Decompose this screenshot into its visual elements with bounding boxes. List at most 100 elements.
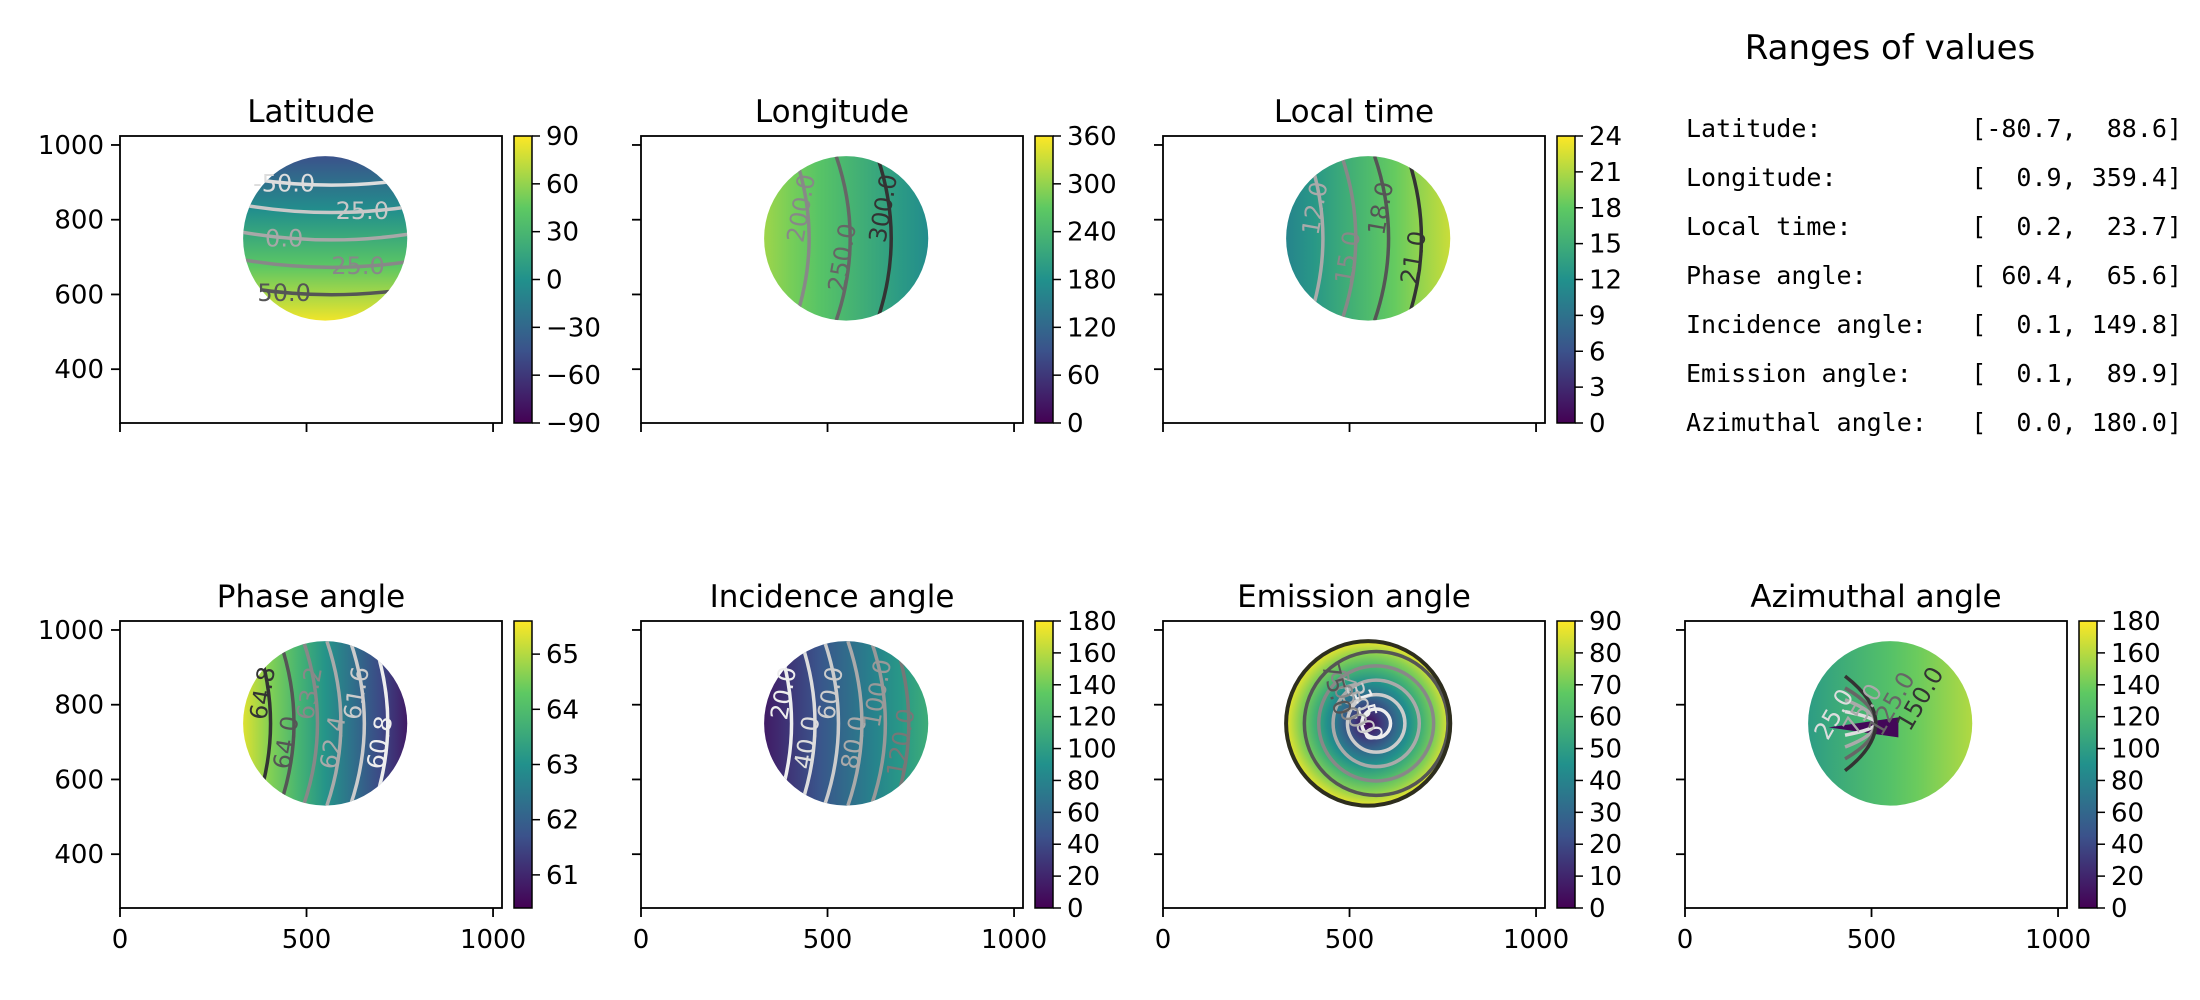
colorbar xyxy=(1035,136,1053,423)
colorbar-tick-label: 70 xyxy=(1589,671,1622,701)
colorbar-tick-label: 40 xyxy=(1589,766,1622,796)
subplot-title: Emission angle xyxy=(1237,579,1471,615)
contour-line xyxy=(1302,649,1450,798)
subplot-title: Latitude xyxy=(247,94,375,130)
colorbar-tick-label: 60 xyxy=(2111,798,2144,828)
colorbar-tick-label: 63 xyxy=(546,751,579,781)
colorbar-tick-label: 62 xyxy=(546,806,579,836)
colorbar-tick-label: 80 xyxy=(1589,639,1622,669)
contour-group xyxy=(1843,674,1878,773)
colorbar-tick-label: 3 xyxy=(1589,373,1606,403)
contour-group xyxy=(1302,649,1450,798)
contour-line xyxy=(793,156,811,321)
colorbar-tick-label: 160 xyxy=(2111,639,2161,669)
contour-line xyxy=(1360,707,1393,740)
range-label: Phase angle: xyxy=(1686,261,1867,290)
range-value: [ 60.4, 65.6] xyxy=(1971,261,2182,290)
colorbar-tick-label: 90 xyxy=(1589,607,1622,637)
planet-disk xyxy=(1286,156,1451,321)
range-value: [-80.7, 88.6] xyxy=(1971,114,2182,143)
x-tick-label: 500 xyxy=(803,925,853,955)
range-row-incidence-angle: Incidence angle: [ 0.1, 149.8] xyxy=(1686,310,2182,342)
subplot-title: Local time xyxy=(1274,94,1434,130)
colorbar xyxy=(1035,621,1053,908)
range-label: Longitude: xyxy=(1686,163,1837,192)
contour-label: -25.0 xyxy=(327,197,389,225)
contour-group xyxy=(793,156,893,321)
y-tick-label: 1000 xyxy=(38,616,104,646)
range-label: Incidence angle: xyxy=(1686,310,1927,339)
colorbar xyxy=(2079,621,2097,908)
axes-frame xyxy=(640,620,1024,909)
contour-line xyxy=(1331,678,1422,769)
colorbar-tick-label: 240 xyxy=(1067,218,1117,248)
colorbar-tick-label: 20 xyxy=(2111,862,2144,892)
colorbar-tick-label: 24 xyxy=(1589,122,1622,152)
y-tick-label: 600 xyxy=(54,765,104,795)
x-tick-label: 1000 xyxy=(2025,925,2091,955)
colorbar-tick-label: 30 xyxy=(1589,798,1622,828)
contour-line xyxy=(846,641,864,806)
colorbar-tick-label: 60 xyxy=(546,170,579,200)
colorbar-tick-label: −30 xyxy=(546,313,601,343)
range-value: [ 0.1, 149.8] xyxy=(1971,310,2182,339)
contour-line xyxy=(834,156,852,321)
colorbar-tick-label: 60 xyxy=(1067,361,1100,391)
colorbar-tick-label: 40 xyxy=(2111,830,2144,860)
range-value: [ 0.2, 23.7] xyxy=(1971,212,2182,241)
subplot-title: Azimuthal angle xyxy=(1750,579,2001,615)
range-label: Local time: xyxy=(1686,212,1852,241)
ranges-title: Ranges of values xyxy=(1744,28,2036,68)
colorbar-tick-label: 21 xyxy=(1589,158,1622,188)
colorbar-tick-label: 0 xyxy=(1589,409,1606,439)
colorbar-tick-label: −60 xyxy=(546,361,601,391)
range-row-longitude: Longitude: [ 0.9, 359.4] xyxy=(1686,163,2182,195)
colorbar-tick-label: 0 xyxy=(2111,894,2128,924)
axes-frame xyxy=(1162,620,1546,909)
range-row-azimuthal-angle: Azimuthal angle: [ 0.0, 180.0] xyxy=(1686,408,2182,440)
y-tick-label: 600 xyxy=(54,280,104,310)
y-tick-label: 800 xyxy=(54,691,104,721)
subplot-phase-angle: Phase angle64.864.063.262.461.660.840060… xyxy=(38,579,579,955)
contour-line xyxy=(243,203,408,215)
colorbar-tick-label: 160 xyxy=(1067,639,1117,669)
range-value: [ 0.9, 359.4] xyxy=(1971,163,2182,192)
colorbar-tick-label: 6 xyxy=(1589,337,1606,367)
colorbar-tick-label: 0 xyxy=(1067,409,1084,439)
colorbar-tick-label: 15 xyxy=(1589,230,1622,260)
colorbar-tick-label: 120 xyxy=(2111,703,2161,733)
contour-line xyxy=(869,641,888,806)
colorbar-tick-label: 100 xyxy=(2111,735,2161,765)
colorbar xyxy=(514,621,532,908)
contour-line xyxy=(243,258,408,270)
colorbar-tick-label: 65 xyxy=(546,640,579,670)
contour-line xyxy=(1372,156,1391,321)
axes-frame xyxy=(1684,620,2068,909)
azimuth-singularity xyxy=(1828,717,1899,738)
colorbar-frame xyxy=(2078,620,2098,909)
x-tick-label: 1000 xyxy=(1503,925,1569,955)
planet-disk xyxy=(764,641,929,806)
contour-line xyxy=(1405,156,1424,321)
colorbar-tick-label: 10 xyxy=(1589,862,1622,892)
colorbar xyxy=(1557,621,1575,908)
colorbar-tick-label: 80 xyxy=(2111,766,2144,796)
colorbar-tick-label: 0 xyxy=(546,266,563,296)
subplot-title: Phase angle xyxy=(217,579,405,615)
y-tick-label: 400 xyxy=(54,355,104,385)
colorbar-tick-label: 90 xyxy=(546,122,579,152)
range-row-local-time: Local time: [ 0.2, 23.7] xyxy=(1686,212,2182,244)
colorbar-tick-label: 120 xyxy=(1067,703,1117,733)
colorbar-tick-label: 180 xyxy=(2111,607,2161,637)
contour-line xyxy=(1843,674,1878,773)
axes-frame xyxy=(640,135,1024,424)
x-tick-label: 1000 xyxy=(981,925,1047,955)
x-tick-label: 0 xyxy=(112,925,129,955)
colorbar-tick-label: 180 xyxy=(1067,266,1117,296)
colorbar-tick-label: 80 xyxy=(1067,766,1100,796)
planet-disk xyxy=(243,641,408,806)
range-row-phase-angle: Phase angle: [ 60.4, 65.6] xyxy=(1686,261,2182,293)
x-tick-label: 0 xyxy=(1677,925,1694,955)
contour-line xyxy=(1340,156,1358,321)
